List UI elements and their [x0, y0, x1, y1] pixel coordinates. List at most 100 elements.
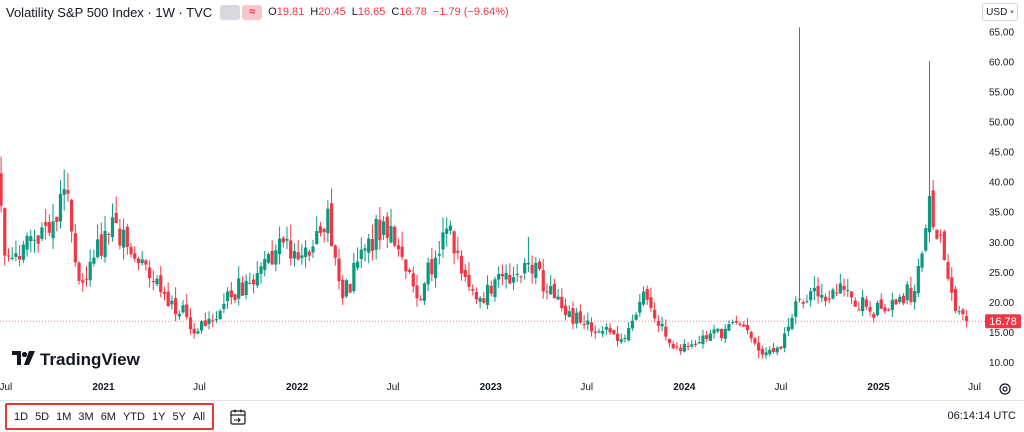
range-button-1y[interactable]: 1Y	[149, 409, 168, 425]
candle-body	[612, 329, 616, 335]
candle-body	[118, 228, 122, 246]
candle-body	[244, 280, 248, 296]
candle-body	[471, 288, 475, 291]
price-tick-label: 35.00	[989, 208, 1014, 219]
candle-body	[456, 250, 460, 253]
candle-body	[816, 285, 820, 297]
settings-gear-icon[interactable]	[997, 381, 1013, 397]
candle-body	[939, 234, 943, 236]
candle-body	[589, 322, 594, 332]
time-tick-label: Jul	[580, 382, 593, 393]
candle-body	[660, 323, 664, 327]
candle-body	[627, 327, 631, 341]
candle-body	[318, 226, 323, 233]
range-button-3m[interactable]: 3M	[75, 409, 96, 425]
price-tick-label: 25.00	[989, 268, 1014, 279]
candle-body	[448, 225, 453, 231]
candle-body	[433, 257, 438, 279]
candle-body	[931, 190, 935, 228]
time-tick-label: 2022	[286, 382, 309, 393]
candlestick-chart[interactable]: 10.00 15.00 20.00 25.00 30.00 35.00 40.00 45.00…	[0, 0, 1024, 400]
time-tick-label: Jul	[775, 382, 788, 393]
candle-body	[534, 262, 538, 278]
time-tick-label: 2021	[92, 382, 115, 393]
price-tick-label: 65.00	[989, 27, 1014, 38]
indicator-toggle-button[interactable]	[220, 4, 241, 20]
candle-body	[708, 333, 712, 341]
range-button-ytd[interactable]: YTD	[120, 409, 148, 425]
candle-body	[396, 245, 401, 250]
candle-body	[686, 345, 690, 347]
candle-body	[14, 253, 18, 257]
candle-body	[909, 287, 913, 302]
last-price-label-bg	[985, 314, 1021, 329]
price-axis[interactable]: 10.00 15.00 20.00 25.00 30.00 35.00 40.00 45.00…	[989, 27, 1014, 369]
candle-body	[151, 281, 155, 283]
open-label: O	[268, 6, 277, 18]
candle-body	[233, 294, 237, 301]
symbol-title[interactable]: Volatility S&P 500 Index · 1W · TVC	[6, 4, 213, 20]
candle-body	[110, 217, 115, 238]
date-range-selector: 1D 5D 1M 3M 6M YTD 1Y 5Y All	[5, 403, 215, 430]
calendar-range-icon[interactable]	[229, 408, 247, 426]
price-tick-label: 30.00	[989, 238, 1014, 249]
candle-body	[898, 296, 902, 303]
clock-timezone[interactable]: 06:14:14 UTC	[947, 410, 1016, 422]
candle-body	[415, 285, 419, 299]
candle-body	[641, 291, 646, 305]
candle-body	[229, 290, 233, 298]
currency-selector[interactable]: USD ▾	[982, 3, 1018, 21]
candle-body	[374, 218, 378, 250]
candle-body	[326, 208, 330, 234]
range-button-1m[interactable]: 1M	[53, 409, 74, 425]
candle-body	[835, 292, 839, 294]
ohlc-values: O19.81 H20.45 L16.65 C16.78 −1.79 (−9.64…	[268, 6, 509, 18]
candle-body	[935, 229, 939, 239]
candle-body	[114, 212, 118, 224]
candle-body	[913, 291, 917, 303]
range-button-6m[interactable]: 6M	[98, 409, 119, 425]
candle-body	[927, 196, 932, 233]
candle-body	[174, 298, 178, 315]
candle-body	[459, 255, 464, 274]
candle-body	[136, 258, 141, 264]
candle-body	[771, 348, 776, 352]
candle-body	[3, 208, 7, 256]
candle-body	[946, 262, 950, 279]
candle-body	[177, 313, 181, 317]
candle-body	[556, 296, 560, 300]
candle-body	[723, 328, 727, 339]
candle-body	[801, 302, 805, 304]
range-button-5d[interactable]: 5D	[32, 409, 52, 425]
candle-body	[214, 319, 219, 321]
candle-body	[508, 274, 512, 284]
tradingview-logo[interactable]: TradingView	[12, 350, 140, 370]
price-tick-label: 50.00	[989, 118, 1014, 129]
candle-body	[530, 264, 534, 274]
high-value: 20.45	[318, 6, 346, 18]
candle-body	[170, 300, 174, 305]
range-button-1d[interactable]: 1D	[11, 409, 31, 425]
candle-body	[861, 297, 865, 312]
close-value: 16.78	[399, 6, 427, 18]
candle-body	[623, 338, 627, 340]
price-tick-label: 60.00	[989, 57, 1014, 68]
candle-body	[549, 285, 553, 295]
candle-body	[192, 328, 196, 334]
candle-body	[905, 284, 909, 301]
time-axis[interactable]: Jul 2021 Jul 2022 Jul 2023 Jul 2024 Jul 2025 Jul	[0, 382, 981, 393]
range-button-all[interactable]: All	[190, 409, 208, 425]
candle-body	[411, 273, 415, 287]
range-button-5y[interactable]: 5Y	[169, 409, 188, 425]
low-value: 16.65	[357, 6, 386, 18]
candle-body	[500, 274, 505, 277]
candle-body	[630, 320, 634, 329]
candle-body	[140, 259, 144, 264]
approx-icon[interactable]: ≈	[242, 4, 263, 20]
high-label: H	[310, 6, 319, 18]
candle-body	[545, 291, 549, 293]
candle-body	[148, 267, 152, 279]
candle-body	[359, 249, 363, 259]
candle-body	[653, 309, 657, 319]
candle-body	[838, 283, 842, 294]
